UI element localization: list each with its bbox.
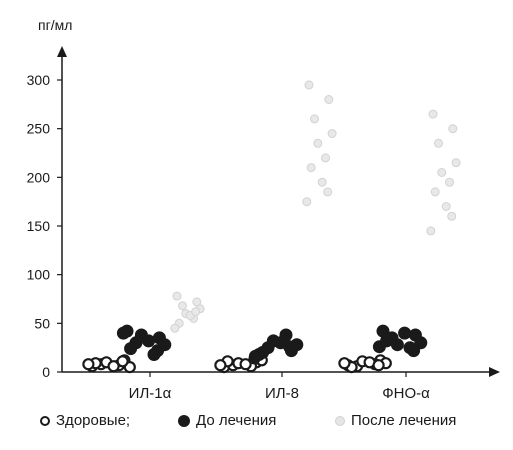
- data-point: [178, 301, 187, 311]
- data-point: [430, 187, 440, 197]
- data-point: [448, 124, 458, 134]
- data-point: [82, 358, 95, 371]
- legend-item-before-treatment: До лечения: [178, 412, 276, 429]
- data-point: [124, 342, 138, 356]
- y-tick-label: 250: [27, 121, 51, 137]
- legend-item-after-treatment: После лечения: [335, 412, 456, 429]
- data-point: [407, 344, 421, 358]
- hollow-circle-icon: [40, 415, 50, 426]
- data-point: [172, 291, 182, 301]
- data-point: [434, 138, 443, 148]
- data-point: [451, 158, 461, 168]
- x-category-label: ФНО-α: [382, 385, 430, 400]
- data-point: [191, 307, 201, 317]
- data-point: [310, 114, 319, 124]
- data-point: [323, 187, 333, 197]
- data-point: [324, 95, 334, 104]
- x-category-label: ИЛ-8: [265, 385, 299, 400]
- y-tick-label: 100: [27, 267, 51, 283]
- filled-circle-icon: [178, 414, 190, 427]
- y-tick-label: 50: [34, 315, 50, 331]
- legend: Здоровые; До лечения После лечения: [0, 402, 513, 442]
- data-point: [151, 344, 165, 358]
- data-point: [426, 226, 436, 236]
- legend-label-before-treatment: До лечения: [196, 412, 277, 429]
- y-ticks: 0 50 100 150 200 250 300: [27, 72, 62, 380]
- y-tick-label: 0: [42, 364, 50, 380]
- x-category-labels: ИЛ-1α ИЛ-8 ФНО-α: [129, 372, 430, 400]
- legend-label-healthy: Здоровые;: [56, 412, 131, 429]
- legend-label-after-treatment: После лечения: [351, 412, 457, 429]
- data-point: [327, 129, 337, 138]
- data-point: [116, 355, 129, 368]
- y-tick-label: 300: [27, 72, 51, 88]
- data-point: [142, 334, 156, 348]
- data-point: [428, 109, 438, 119]
- x-category-label: ИЛ-1α: [129, 385, 172, 400]
- data-point: [437, 168, 447, 177]
- y-tick-label: 150: [27, 218, 51, 234]
- data-point: [283, 340, 297, 354]
- data-point: [372, 359, 385, 372]
- data-point: [248, 349, 262, 363]
- data-point: [441, 202, 451, 211]
- data-point: [445, 177, 454, 187]
- y-tick-label: 200: [27, 169, 51, 185]
- data-point: [239, 358, 252, 371]
- data-point: [116, 326, 130, 340]
- y-axis-label: пг/мл: [38, 17, 72, 33]
- legend-item-healthy: Здоровые;: [40, 412, 130, 429]
- data-point: [313, 138, 323, 148]
- x-axis-arrow-icon: [489, 367, 500, 377]
- data-point: [107, 360, 120, 373]
- y-axis-arrow-icon: [57, 46, 67, 57]
- scatter-chart: пг/мл 0 50 100 150 200 250 300 ИЛ-1α ИЛ-8 ФНО-α: [27, 17, 500, 400]
- data-points: [82, 80, 461, 374]
- data-point: [321, 153, 330, 163]
- light-circle-icon: [335, 415, 345, 426]
- data-point: [447, 211, 457, 221]
- data-point: [302, 197, 312, 207]
- data-point: [398, 326, 412, 340]
- data-point: [390, 338, 404, 352]
- data-point: [170, 323, 180, 333]
- data-point: [372, 340, 386, 354]
- data-point: [214, 359, 227, 372]
- data-point: [338, 357, 351, 370]
- data-point: [317, 177, 327, 187]
- data-point: [306, 163, 316, 173]
- data-point: [304, 80, 314, 90]
